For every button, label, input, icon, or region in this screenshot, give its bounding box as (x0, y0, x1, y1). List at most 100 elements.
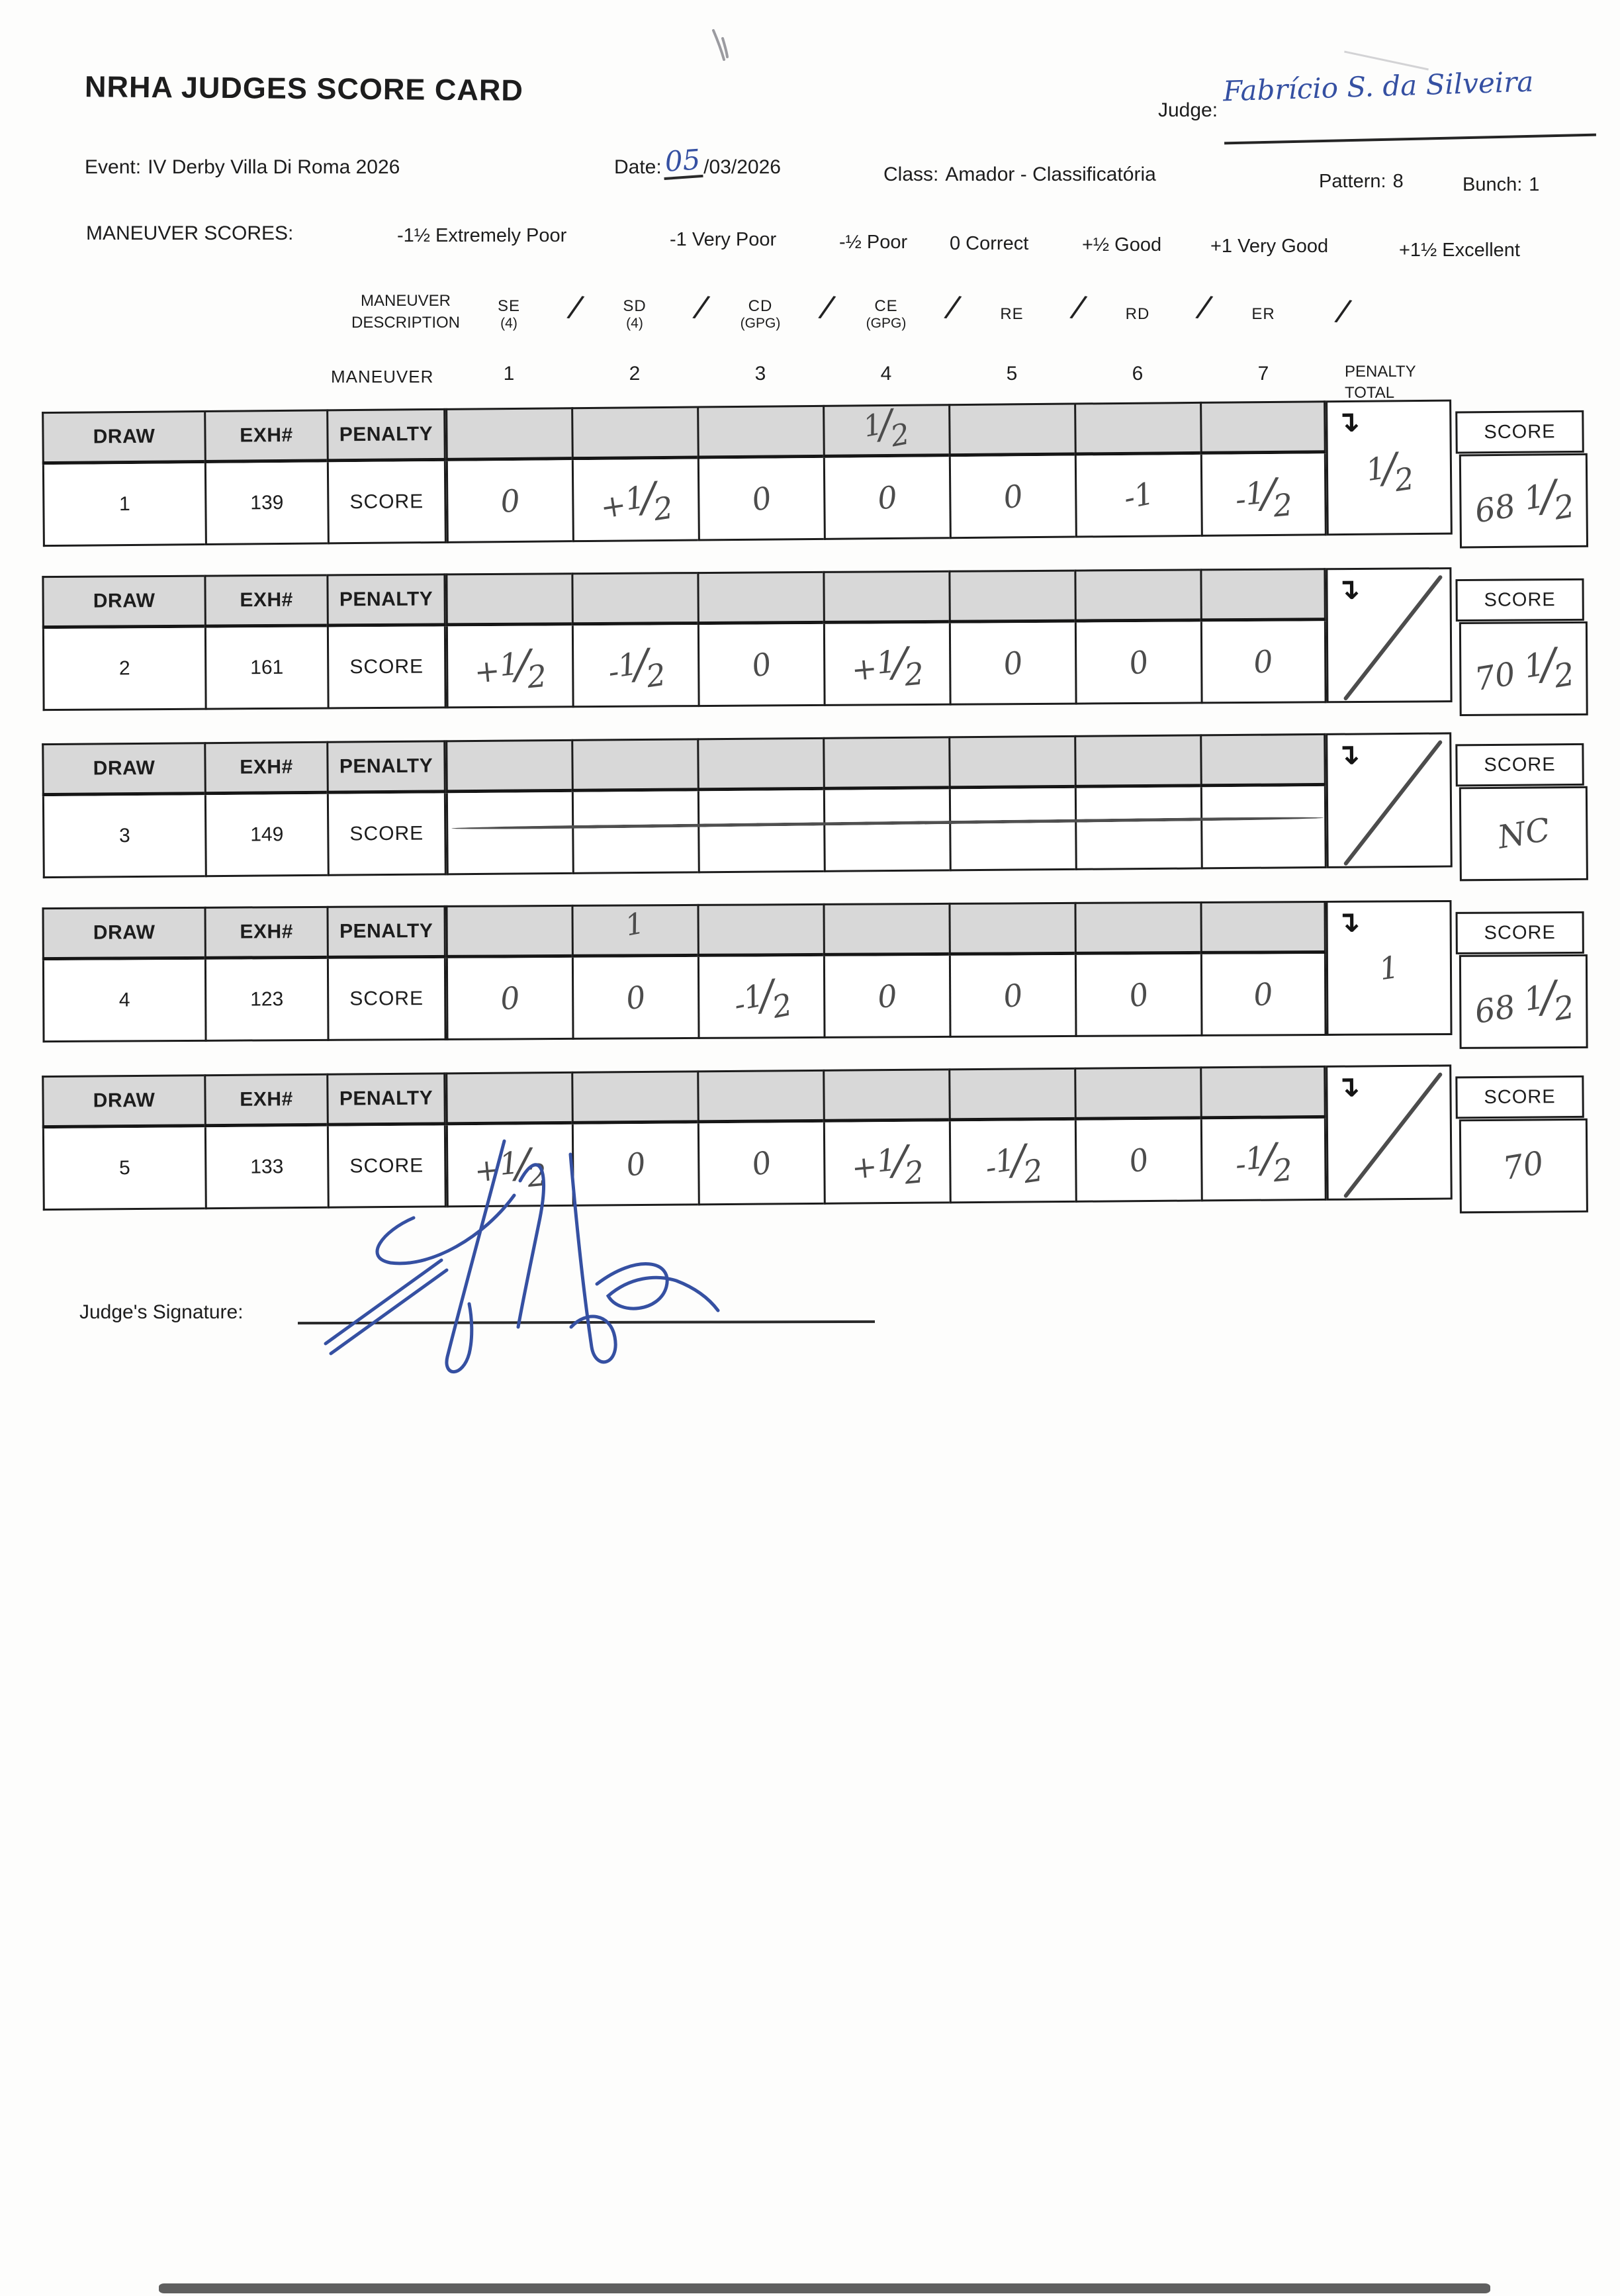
event-label: Event: (85, 156, 142, 178)
maneuver-score-cell: 0 (697, 623, 824, 708)
exh-column-header: EXH# (204, 409, 327, 464)
maneuver-number-row-label: MANEUVER (331, 367, 434, 387)
date-label: Date: (614, 156, 662, 178)
handwritten-penalty-total: 1 (1376, 948, 1402, 987)
legend-correct: 0 Correct (950, 233, 1029, 254)
maneuver-score-cell: -1/2 (1200, 453, 1327, 537)
score-cells-strip (445, 786, 1327, 876)
maneuver-score-cell: 0 (948, 954, 1075, 1038)
maneuver-score-cell (1200, 786, 1327, 870)
maneuver-score-cell: -1 (1074, 454, 1201, 538)
penalty-column-header: PENALTY (326, 740, 446, 794)
maneuver-description-label: MANEUVER DESCRIPTION (330, 290, 482, 334)
abbr-text: SD (623, 297, 647, 315)
maneuver-score-cell (1074, 787, 1201, 870)
maneuver-abbr-sd: SD (4) / (572, 289, 708, 340)
maneuver-score-cell: 0 (571, 956, 698, 1040)
penalty-total-cell: ↴ 1 (1326, 899, 1453, 1036)
score-row-block: DRAW EXH# PENALTY 3 149 SCORE ↴ SCORE NC (42, 731, 1588, 882)
pattern-line: Pattern: 8 (1319, 171, 1404, 193)
penalty-cell (445, 573, 572, 627)
penalty-total-cell: ↴ 1/2 (1326, 399, 1453, 536)
maneuver-score-cell: 0 (1074, 954, 1201, 1037)
score-row-label: SCORE (326, 793, 447, 876)
maneuver-score-cell: +1/2 (445, 625, 572, 709)
maneuver-abbr-ce: CE (GPG) / (823, 289, 960, 340)
exhibitor-number: 123 (204, 958, 328, 1042)
penalty-cell (445, 904, 572, 958)
fraction-part: 2 (525, 658, 549, 696)
maneuver-number-5: 5 (1006, 363, 1018, 385)
fraction-part: 2 (1271, 486, 1295, 525)
penalty-cell (948, 402, 1075, 457)
pattern-value: 8 (1392, 171, 1404, 192)
handwritten-maneuver-score: +1/2 (598, 473, 676, 528)
date-line: Date: 05 /03/2026 (614, 143, 781, 181)
maneuver-score-cell: 0 (445, 460, 572, 543)
handwritten-penalty-total (1319, 727, 1459, 874)
handwritten-maneuver-score: 0 (876, 977, 899, 1015)
handwritten-maneuver-score: -1/2 (983, 1135, 1046, 1191)
penalty-cell (571, 406, 698, 461)
maneuver-score-cell: 0 (823, 955, 950, 1038)
maneuver-score-cell: 0 (1074, 1119, 1201, 1203)
score-box: NC (1459, 786, 1588, 882)
maneuver-score-cell (445, 792, 572, 876)
handwritten-fraction: 1/2 (1363, 440, 1416, 498)
handwritten-fraction: 1/2 (615, 640, 668, 695)
handwritten-total-score: 70 (1500, 1144, 1547, 1188)
score-box: 70 (1459, 1118, 1588, 1214)
handwritten-maneuver-score: 0 (748, 479, 775, 518)
maneuver-abbr-row: SE (4) / SD (4) / CD (GPG) / CE (GPG) / … (446, 289, 1326, 340)
score-column: SCORE 70 1/2 (1455, 578, 1588, 717)
abbr-text: SE (497, 297, 520, 315)
maneuver-number-3: 3 (754, 363, 766, 385)
handwritten-maneuver-score: -1/2 (1234, 1134, 1295, 1189)
penalty-cell (948, 901, 1075, 956)
row-data: 1 139 SCORE 0 +1/2 0 0 0 -1 -1/2 (42, 453, 1327, 547)
maneuver-number-7: 7 (1257, 363, 1269, 385)
legend-very-good: +1 Very Good (1210, 236, 1329, 257)
abbr-text: CE (874, 297, 898, 315)
penalty-cells-strip: 1 (445, 900, 1326, 958)
row-data: 3 149 SCORE (42, 786, 1327, 879)
penalty-cell: 1 (571, 903, 698, 958)
score-column: SCORE 68 1/2 (1455, 911, 1588, 1049)
score-row-label: SCORE (326, 626, 447, 710)
penalty-cell (445, 407, 572, 461)
handwritten-penalty-total: 1/2 (1319, 394, 1459, 541)
handwritten-fraction: 1/2 (740, 971, 795, 1026)
penalty-total-cell: ↴ (1326, 732, 1453, 868)
maneuver-abbr-re: RE / (949, 289, 1085, 340)
draw-column-header: DRAW (42, 742, 204, 797)
fraction-part: 2 (1551, 655, 1578, 696)
score-row-block: DRAW EXH# PENALTY 1/2 1 139 SCORE 0 +1/2 0… (42, 398, 1589, 549)
row-header: DRAW EXH# PENALTY 1 (42, 900, 1326, 961)
penalty-total-slash-mark (1343, 740, 1443, 866)
score-column: SCORE 68 1/2 (1455, 410, 1589, 549)
abbr-sub: (4) (500, 316, 518, 331)
score-row-label: SCORE (326, 958, 447, 1041)
maneuver-score-cell: 0 (1074, 621, 1201, 705)
penalty-cell: 1/2 (823, 402, 949, 458)
penalty-cell (1200, 400, 1326, 455)
maneuver-number-1: 1 (503, 363, 515, 385)
penalty-cell (571, 1070, 698, 1125)
handwritten-judge-name: Fabrício S. da Silveira (1222, 65, 1534, 108)
score-cells-strip: 0 0 -1/2 0 0 0 0 (445, 953, 1327, 1040)
maneuver-numbers-row: 1 2 3 4 5 6 7 (446, 363, 1326, 385)
bunch-value: 1 (1529, 174, 1540, 195)
penalty-cell (948, 1067, 1075, 1122)
legend-good: +½ Good (1082, 234, 1162, 255)
score-row-block: DRAW EXH# PENALTY 2 161 SCORE +1/2 -1/2 0 +… (42, 567, 1588, 717)
maneuver-score-cell (823, 789, 950, 872)
handwritten-maneuver-score: 0 (498, 482, 522, 520)
handwritten-date-day: 05 (662, 143, 703, 181)
pattern-label: Pattern: (1319, 171, 1386, 192)
draw-number: 2 (42, 627, 205, 712)
maneuver-score-cell: +1/2 (823, 623, 950, 706)
scan-pen-mark (712, 29, 729, 61)
maneuver-abbr-rd: RD / (1075, 289, 1212, 340)
penalty-cell (1074, 401, 1200, 456)
handwritten-penalty-value: 1/2 (861, 402, 913, 454)
